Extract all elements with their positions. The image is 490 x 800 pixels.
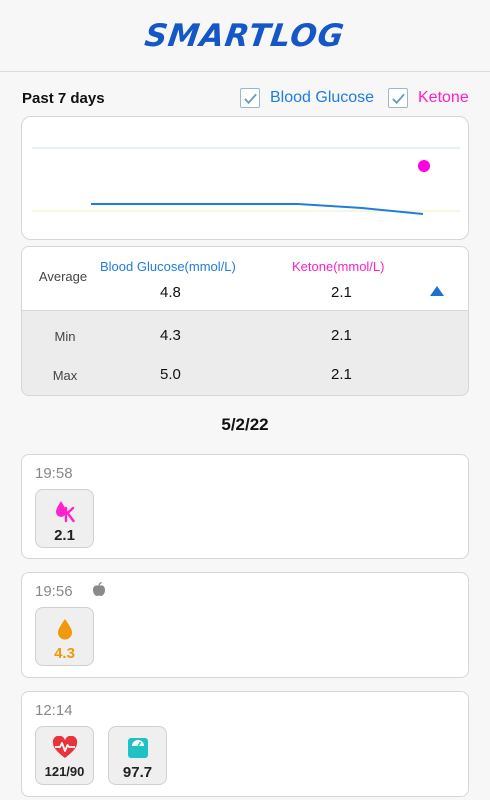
record-card[interactable]: 19:58 2.1 [21,454,469,559]
checkmark-icon [391,93,405,104]
ketone-checkbox[interactable] [388,88,408,108]
average-label: Average [38,269,88,284]
record-time: 12:14 [35,702,73,719]
app-header: SMARTLOG [0,0,490,72]
ketone-column-header: Ketone(mmol/L) [292,259,385,274]
ketone-toggle[interactable]: Ketone [388,86,469,110]
trend-chart[interactable] [21,116,469,240]
max-label: Max [52,368,78,383]
glucose-reading-value: 4.3 [54,645,75,662]
blood-pressure-value: 121/90 [44,764,85,779]
max-glucose-value: 5.0 [160,366,181,383]
average-ketone-value: 2.1 [331,284,352,301]
glucose-column-header: Blood Glucose(mmol/L) [100,259,236,274]
min-glucose-value: 4.3 [160,327,181,344]
period-label: Past 7 days [22,90,105,107]
weight-value: 97.7 [122,764,153,781]
glucose-toggle[interactable]: Blood Glucose [240,86,374,110]
record-time: 19:56 [35,583,73,600]
max-ketone-value: 2.1 [331,366,352,383]
record-card[interactable]: 12:14 121/90 97.7 [21,691,469,797]
heart-rate-icon [52,736,77,758]
blood-pressure-tile[interactable]: 121/90 [35,726,94,785]
min-ketone-value: 2.1 [331,327,352,344]
trend-chart-svg [32,147,460,215]
glucose-reading-tile[interactable]: 4.3 [35,607,94,666]
glucose-toggle-label: Blood Glucose [270,89,375,106]
checkmark-icon [243,93,257,104]
ketone-toggle-label: Ketone [418,89,469,106]
ketone-reading-value: 2.1 [54,527,75,544]
glucose-series-line [91,203,424,215]
average-glucose-value: 4.8 [160,284,181,301]
record-card[interactable]: 19:56 4.3 [21,572,469,678]
record-time: 19:58 [35,465,73,482]
stats-header-row: Blood Glucose(mmol/L) Ketone(mmol/L) Ave… [22,247,468,311]
glucose-checkbox[interactable] [240,88,260,108]
ketone-reading-tile[interactable]: 2.1 [35,489,94,548]
collapse-arrow-icon[interactable] [430,286,444,296]
weight-tile[interactable]: 97.7 [108,726,167,785]
ketone-point [418,160,430,172]
date-heading: 5/2/22 [221,415,269,434]
period-row: Past 7 days Blood Glucose Ketone [0,80,490,116]
chart-series-layer [91,160,430,215]
min-label: Min [54,329,76,344]
stats-table: Blood Glucose(mmol/L) Ketone(mmol/L) Ave… [21,246,469,396]
glucose-drop-icon [57,619,72,640]
apple-icon [93,582,105,597]
weight-scale-icon [127,738,148,758]
app-logo: SMARTLOG [142,17,348,54]
ketone-drop-icon [55,501,75,523]
